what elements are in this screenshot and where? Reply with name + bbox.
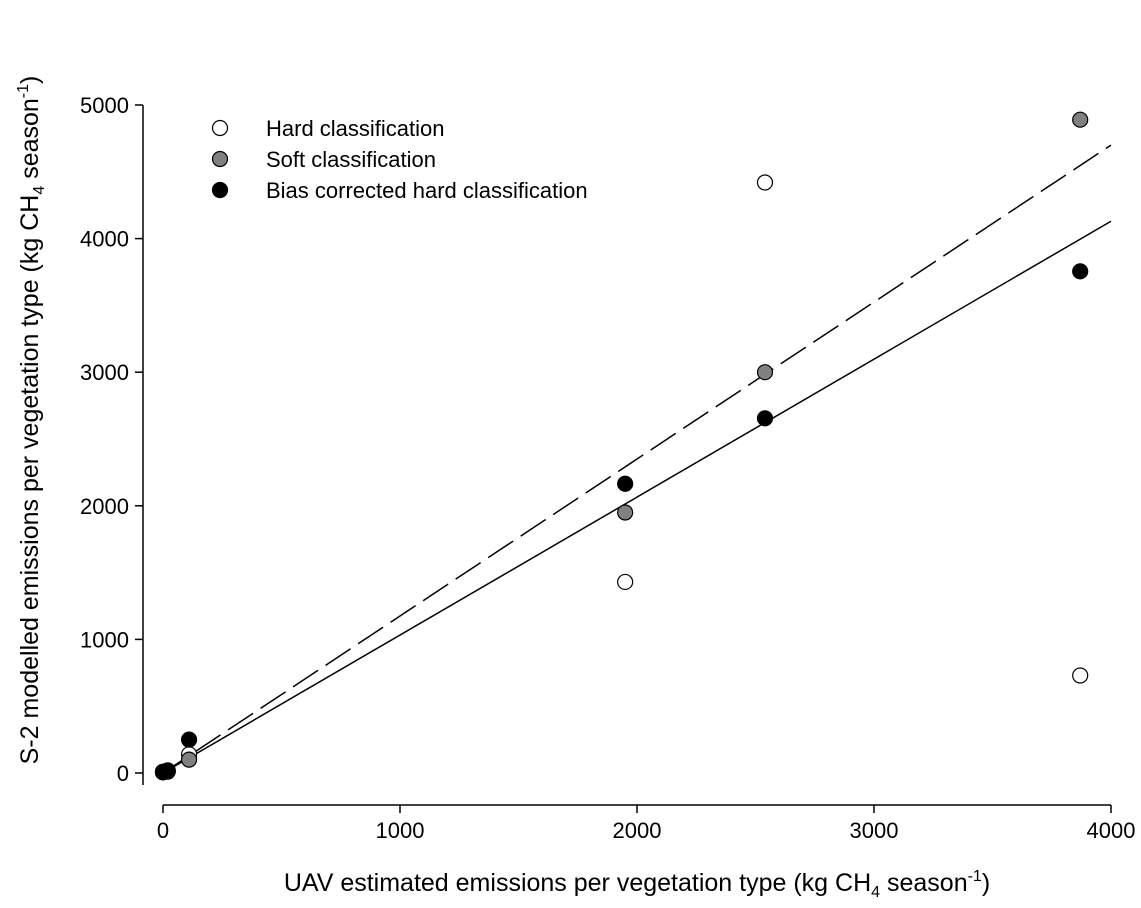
x-tick-label: 3000 xyxy=(850,818,899,843)
y-tick-label: 3000 xyxy=(80,360,129,385)
data-point xyxy=(1072,263,1089,280)
y-tick-label: 0 xyxy=(117,761,129,786)
legend: Hard classification Soft classification Bi… xyxy=(211,116,588,203)
x-tick-label: 4000 xyxy=(1087,818,1136,843)
legend-marker xyxy=(211,181,229,199)
data-point xyxy=(617,475,634,492)
data-point xyxy=(756,364,774,381)
fit-lines xyxy=(162,144,1112,774)
y-tick-label: 2000 xyxy=(80,494,129,519)
x-tick-label: 1000 xyxy=(376,818,425,843)
data-point xyxy=(617,573,634,591)
legend-label: Soft classification xyxy=(266,147,436,172)
x-axis-title-end: ) xyxy=(982,869,990,897)
fit-line-dashed xyxy=(162,144,1112,774)
legend-marker xyxy=(211,119,229,137)
y-axis-title-end: ) xyxy=(16,76,44,84)
data-points xyxy=(154,111,1089,781)
data-point xyxy=(180,731,198,748)
data-point xyxy=(180,751,198,768)
legend-label: Hard classification xyxy=(266,116,445,141)
legend-label: Bias corrected hard classification xyxy=(266,178,588,203)
data-point xyxy=(756,174,774,191)
data-point xyxy=(1072,111,1089,128)
y-axis-title: S-2 modelled emissions per vegetation ty… xyxy=(15,76,48,765)
x-axis-title-sup: -1 xyxy=(968,868,982,885)
data-point xyxy=(617,504,634,521)
legend-marker xyxy=(211,150,229,168)
data-point xyxy=(1072,667,1089,684)
x-axis-title-mid: season xyxy=(880,869,968,897)
data-point xyxy=(159,762,176,779)
x-tick-label: 2000 xyxy=(613,818,662,843)
x-axis-title: UAV estimated emissions per vegetation t… xyxy=(284,868,990,901)
data-point xyxy=(756,410,774,427)
fit-line-solid xyxy=(162,220,1112,774)
y-tick-label: 1000 xyxy=(80,627,129,652)
y-tick-label: 5000 xyxy=(80,93,129,118)
y-axis-title-main: S-2 modelled emissions per vegetation ty… xyxy=(16,195,44,765)
x-ticks: 0 1000 2000 3000 4000 xyxy=(157,805,1136,843)
y-axis-title-sub: 4 xyxy=(31,186,48,195)
x-axis-title-main: UAV estimated emissions per vegetation t… xyxy=(284,869,871,897)
y-tick-label: 4000 xyxy=(80,227,129,252)
x-axis-title-sub: 4 xyxy=(871,884,880,901)
y-ticks: 0 1000 2000 3000 4000 5000 xyxy=(80,93,143,786)
x-tick-label: 0 xyxy=(157,818,169,843)
y-axis-title-mid: season xyxy=(16,98,44,186)
y-axis-title-sup: -1 xyxy=(15,84,32,98)
